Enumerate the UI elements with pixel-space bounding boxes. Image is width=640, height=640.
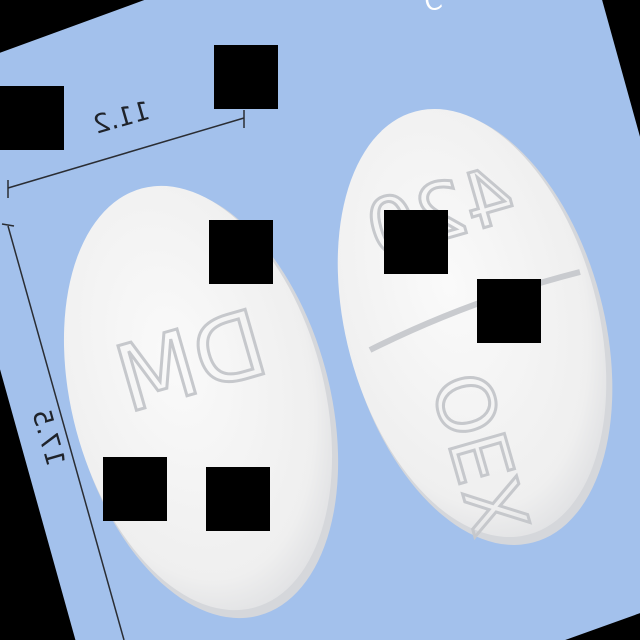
- corner-text: C: [421, 0, 445, 18]
- occluder-6: [103, 457, 167, 521]
- occluder-1: [214, 45, 278, 109]
- occluder-3: [209, 220, 273, 284]
- occluder-2: [0, 86, 64, 150]
- width-dimension: [7, 110, 245, 198]
- occluder-5: [477, 279, 541, 343]
- length-dimension: [1, 223, 125, 640]
- occluder-4: [384, 210, 448, 274]
- occluder-7: [206, 467, 270, 531]
- score-line: [368, 269, 581, 353]
